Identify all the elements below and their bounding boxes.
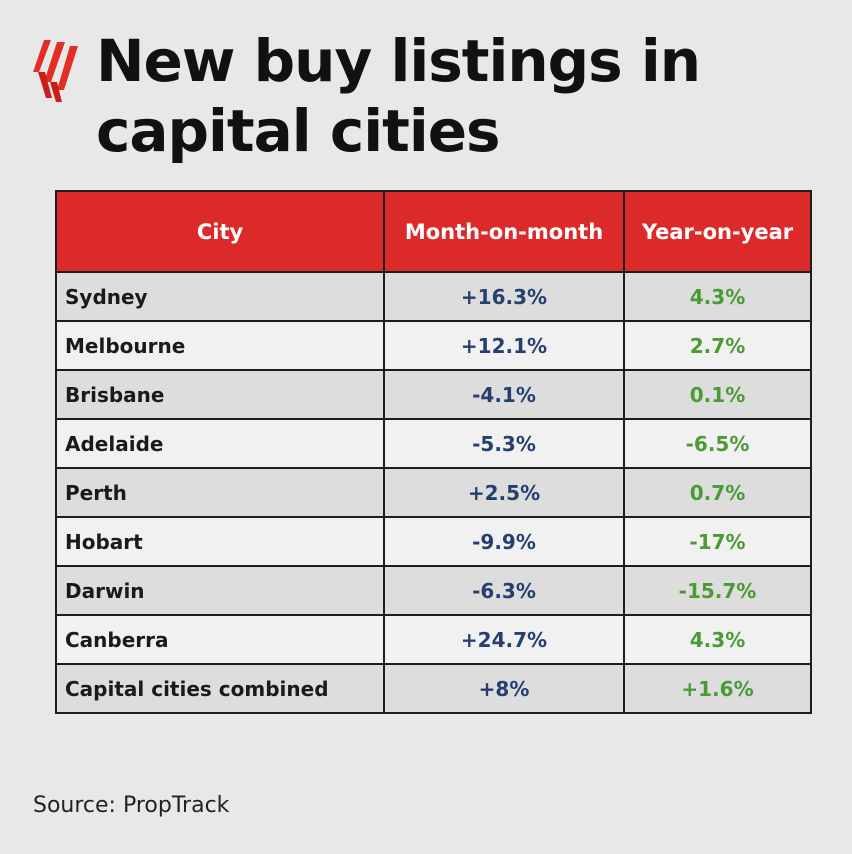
year-on-year-cell: 2.7%	[623, 320, 812, 371]
month-on-month-cell: -5.3%	[383, 418, 625, 469]
city-cell: Capital cities combined	[55, 663, 385, 714]
year-on-year-cell: 0.7%	[623, 467, 812, 518]
year-on-year-cell: 0.1%	[623, 369, 812, 420]
table-row: Hobart -9.9% -17%	[55, 516, 812, 567]
year-on-year-cell: 4.3%	[623, 614, 812, 665]
table-row: Darwin -6.3% -15.7%	[55, 565, 812, 616]
listings-table: City Month-on-month Year-on-year Sydney +…	[55, 190, 812, 714]
page-title: New buy listings in capital cities	[96, 27, 701, 165]
year-on-year-cell: -15.7%	[623, 565, 812, 616]
city-cell: Canberra	[55, 614, 385, 665]
year-on-year-cell: 4.3%	[623, 271, 812, 322]
table-row: Brisbane -4.1% 0.1%	[55, 369, 812, 420]
table-row: Capital cities combined +8% +1.6%	[55, 663, 812, 714]
month-on-month-cell: +16.3%	[383, 271, 625, 322]
year-on-year-cell: -17%	[623, 516, 812, 567]
table-header: City Month-on-month Year-on-year	[55, 190, 812, 273]
city-cell: Sydney	[55, 271, 385, 322]
city-cell: Perth	[55, 467, 385, 518]
month-on-month-cell: -9.9%	[383, 516, 625, 567]
table-row: Sydney +16.3% 4.3%	[55, 271, 812, 322]
year-on-year-cell: -6.5%	[623, 418, 812, 469]
table-row: Canberra +24.7% 4.3%	[55, 614, 812, 665]
city-cell: Darwin	[55, 565, 385, 616]
year-on-year-cell: +1.6%	[623, 663, 812, 714]
table-body: Sydney +16.3% 4.3% Melbourne +12.1% 2.7% Brisb…	[55, 271, 812, 714]
table-row: Adelaide -5.3% -6.5%	[55, 418, 812, 469]
column-header-month-on-month: Month-on-month	[383, 190, 625, 273]
month-on-month-cell: +8%	[383, 663, 625, 714]
month-on-month-cell: +2.5%	[383, 467, 625, 518]
sbs-logo-icon	[33, 40, 78, 102]
city-cell: Brisbane	[55, 369, 385, 420]
month-on-month-cell: +24.7%	[383, 614, 625, 665]
source-note: Source: PropTrack	[33, 793, 230, 818]
month-on-month-cell: -4.1%	[383, 369, 625, 420]
column-header-year-on-year: Year-on-year	[623, 190, 812, 273]
column-header-city: City	[55, 190, 385, 273]
table-row: Perth +2.5% 0.7%	[55, 467, 812, 518]
city-cell: Melbourne	[55, 320, 385, 371]
month-on-month-cell: -6.3%	[383, 565, 625, 616]
city-cell: Adelaide	[55, 418, 385, 469]
month-on-month-cell: +12.1%	[383, 320, 625, 371]
table-row: Melbourne +12.1% 2.7%	[55, 320, 812, 371]
header-row: City Month-on-month Year-on-year	[55, 190, 812, 273]
city-cell: Hobart	[55, 516, 385, 567]
